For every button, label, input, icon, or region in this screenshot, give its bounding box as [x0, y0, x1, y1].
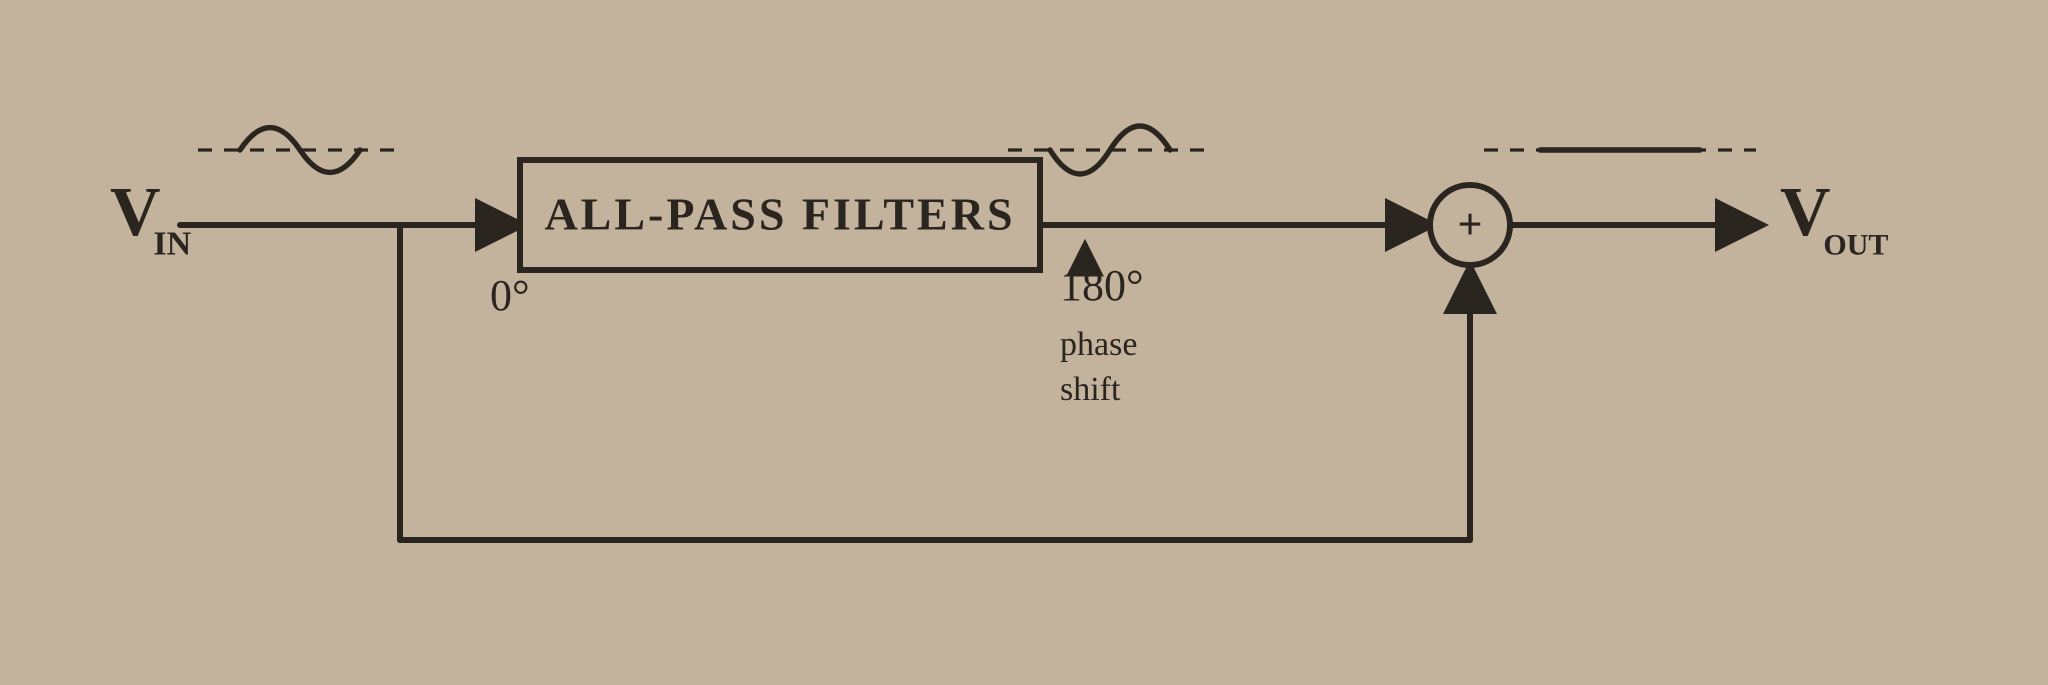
zero-degree-label: 0°: [490, 271, 530, 320]
plus-icon: +: [1457, 200, 1482, 249]
vin-sub: IN: [153, 226, 191, 263]
shift-word: shift: [1060, 371, 1121, 408]
all-pass-filter-block: ALL-PASS FILTERS: [520, 160, 1040, 270]
vout-sub: OUT: [1823, 229, 1888, 262]
phase-word: phase: [1060, 326, 1137, 363]
one-eighty-degree-label: 180°: [1060, 261, 1144, 310]
filter-block-label: ALL-PASS FILTERS: [544, 189, 1015, 240]
summing-junction: +: [1430, 185, 1510, 265]
signal-flow-diagram: ALL-PASS FILTERS + V IN V OUT 0° 180° ph…: [0, 0, 2048, 685]
paper-background: [0, 0, 2048, 685]
